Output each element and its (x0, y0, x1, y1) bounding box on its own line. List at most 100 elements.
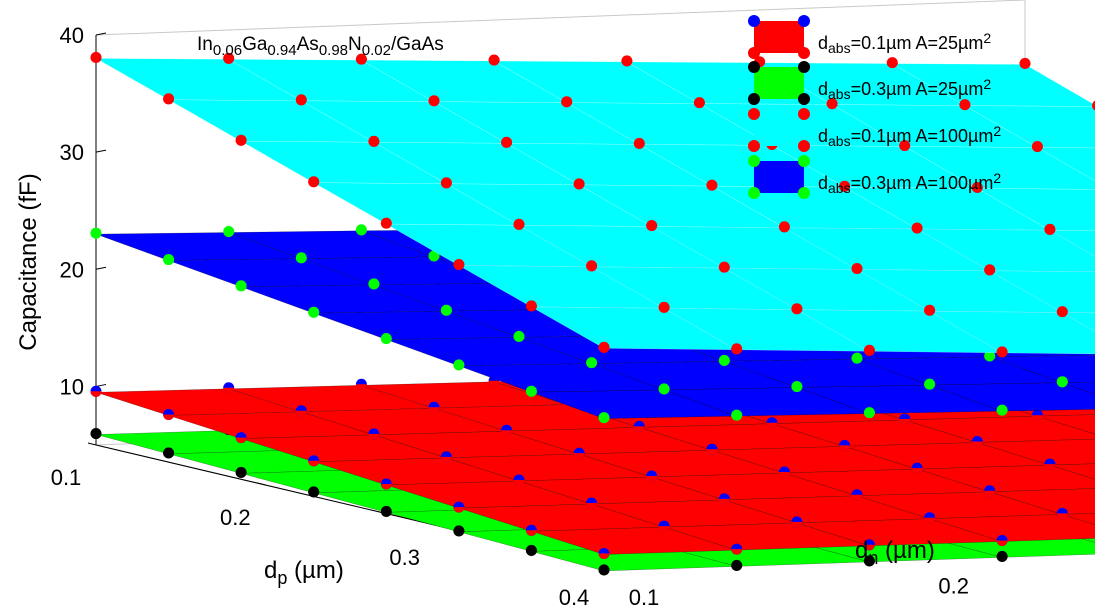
data-point-lower (731, 565, 743, 571)
data-point-lower (1056, 513, 1068, 519)
data-point-lower (959, 104, 971, 111)
y-axis-label: dn (µm) (855, 537, 935, 568)
axis-labels: In0.06Ga0.94As0.98N0.02/GaAs Capacitance … (15, 34, 935, 588)
legend-entry: dabs=0.3µm A=25µm2 (748, 61, 991, 105)
y-axis-label-main: d (855, 537, 868, 564)
legend-sub: abs (828, 180, 851, 196)
x-axis-label: dp (µm) (264, 557, 344, 588)
z-tick-label: 40 (60, 23, 84, 48)
data-point-lower (586, 362, 598, 369)
data-point-lower (586, 265, 598, 272)
data-point-lower (380, 223, 392, 229)
data-point-lower (380, 511, 392, 517)
data-point-lower (1031, 415, 1043, 421)
legend-main: d (818, 126, 828, 146)
legend-marker (798, 187, 810, 199)
data-point-lower (513, 480, 525, 486)
data-point-lower (501, 430, 513, 436)
data-point-lower (646, 225, 658, 231)
y-tick-label: 0.2 (938, 573, 969, 598)
data-point-lower (731, 549, 743, 555)
data-point-lower (90, 433, 102, 439)
data-point-lower (791, 308, 803, 315)
surface-patch (964, 105, 1095, 149)
data-point-lower (598, 417, 610, 424)
x-tick-mark (87, 442, 97, 446)
data-point-lower (984, 355, 996, 362)
data-point-lower (368, 433, 380, 440)
data-point-lower (163, 414, 175, 421)
legend-marker (748, 15, 760, 27)
data-point-lower (453, 364, 465, 371)
title-part: 0.98 (319, 42, 348, 59)
legend-entry: dabs=0.3µm A=100µm2 (748, 155, 1001, 199)
data-point-lower (646, 476, 658, 482)
x-tick-label: 0.1 (51, 465, 82, 490)
legend-entry: dabs=0.1µm A=25µm2 (748, 15, 991, 59)
data-point-lower (1031, 146, 1043, 152)
legend-sub: abs (828, 133, 851, 149)
surface-patch (989, 270, 1095, 314)
surface-patch (1049, 463, 1095, 480)
data-point-lower (308, 491, 320, 498)
data-point-lower (1019, 63, 1031, 69)
data-point-lower (718, 498, 730, 505)
data-point-lower (863, 350, 875, 356)
surface-patch (1036, 147, 1095, 182)
surface-patch (1061, 312, 1095, 332)
chart-title: In0.06Ga0.94As0.98N0.02/GaAs (197, 34, 444, 59)
data-point-lower (235, 285, 247, 292)
title-part: Ga (242, 34, 268, 55)
legend-marker (748, 108, 760, 120)
surface-patch (989, 354, 1095, 383)
surface-patch (904, 416, 1095, 443)
z-tick-label: 30 (60, 140, 84, 165)
data-point-lower (428, 407, 440, 413)
data-point-lower (295, 257, 307, 264)
data-point-lower (863, 544, 875, 551)
z-tick-mark (95, 32, 107, 36)
data-point-lower (428, 100, 440, 107)
data-point-lower (1056, 311, 1068, 318)
z-tick-label: 10 (60, 374, 84, 399)
legend-sup: 2 (993, 123, 1001, 139)
data-point-lower (573, 453, 585, 459)
data-point-lower (235, 437, 247, 444)
title-part: In (197, 34, 213, 55)
data-point-lower (525, 305, 537, 312)
data-point-lower (513, 336, 525, 342)
legend-marker (748, 93, 760, 105)
data-point-lower (996, 540, 1008, 546)
surface-patch (928, 311, 1095, 355)
data-point-lower (633, 426, 645, 432)
data-point-lower (308, 312, 320, 318)
legend-sup: 2 (983, 76, 991, 92)
data-point-lower (633, 143, 645, 149)
data-point-lower (501, 142, 513, 148)
legend-rest: =0.3µm A=100µm (851, 173, 994, 193)
data-point-lower (718, 360, 730, 366)
data-point-lower (235, 140, 247, 146)
surface-patch (1062, 381, 1095, 395)
data-point-lower (984, 490, 996, 497)
title-part: 0.94 (267, 42, 296, 59)
legend-marker (748, 61, 760, 73)
data-point-lower (996, 410, 1008, 416)
data-point-lower (223, 387, 235, 394)
surface-patch (917, 464, 1095, 492)
data-point-lower (839, 186, 851, 192)
data-point-lower (598, 569, 610, 576)
data-point-lower (598, 347, 610, 353)
data-point-lower (706, 449, 718, 455)
legend-label: dabs=0.3µm A=100µm2 (818, 170, 1001, 196)
data-point-lower (718, 267, 730, 273)
title-part: As (297, 34, 319, 55)
z-tick-mark (95, 266, 107, 270)
data-point-lower (706, 185, 718, 191)
data-point-lower (573, 183, 585, 190)
data-point-lower (308, 460, 320, 467)
data-point-lower (731, 415, 743, 421)
data-point-lower (924, 310, 936, 316)
